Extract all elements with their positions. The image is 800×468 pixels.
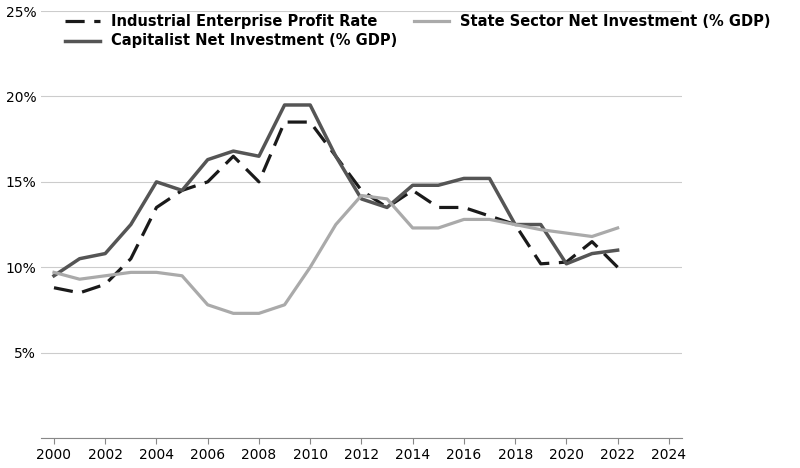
Legend: Industrial Enterprise Profit Rate, Capitalist Net Investment (% GDP), State Sect: Industrial Enterprise Profit Rate, Capit…: [61, 9, 774, 53]
